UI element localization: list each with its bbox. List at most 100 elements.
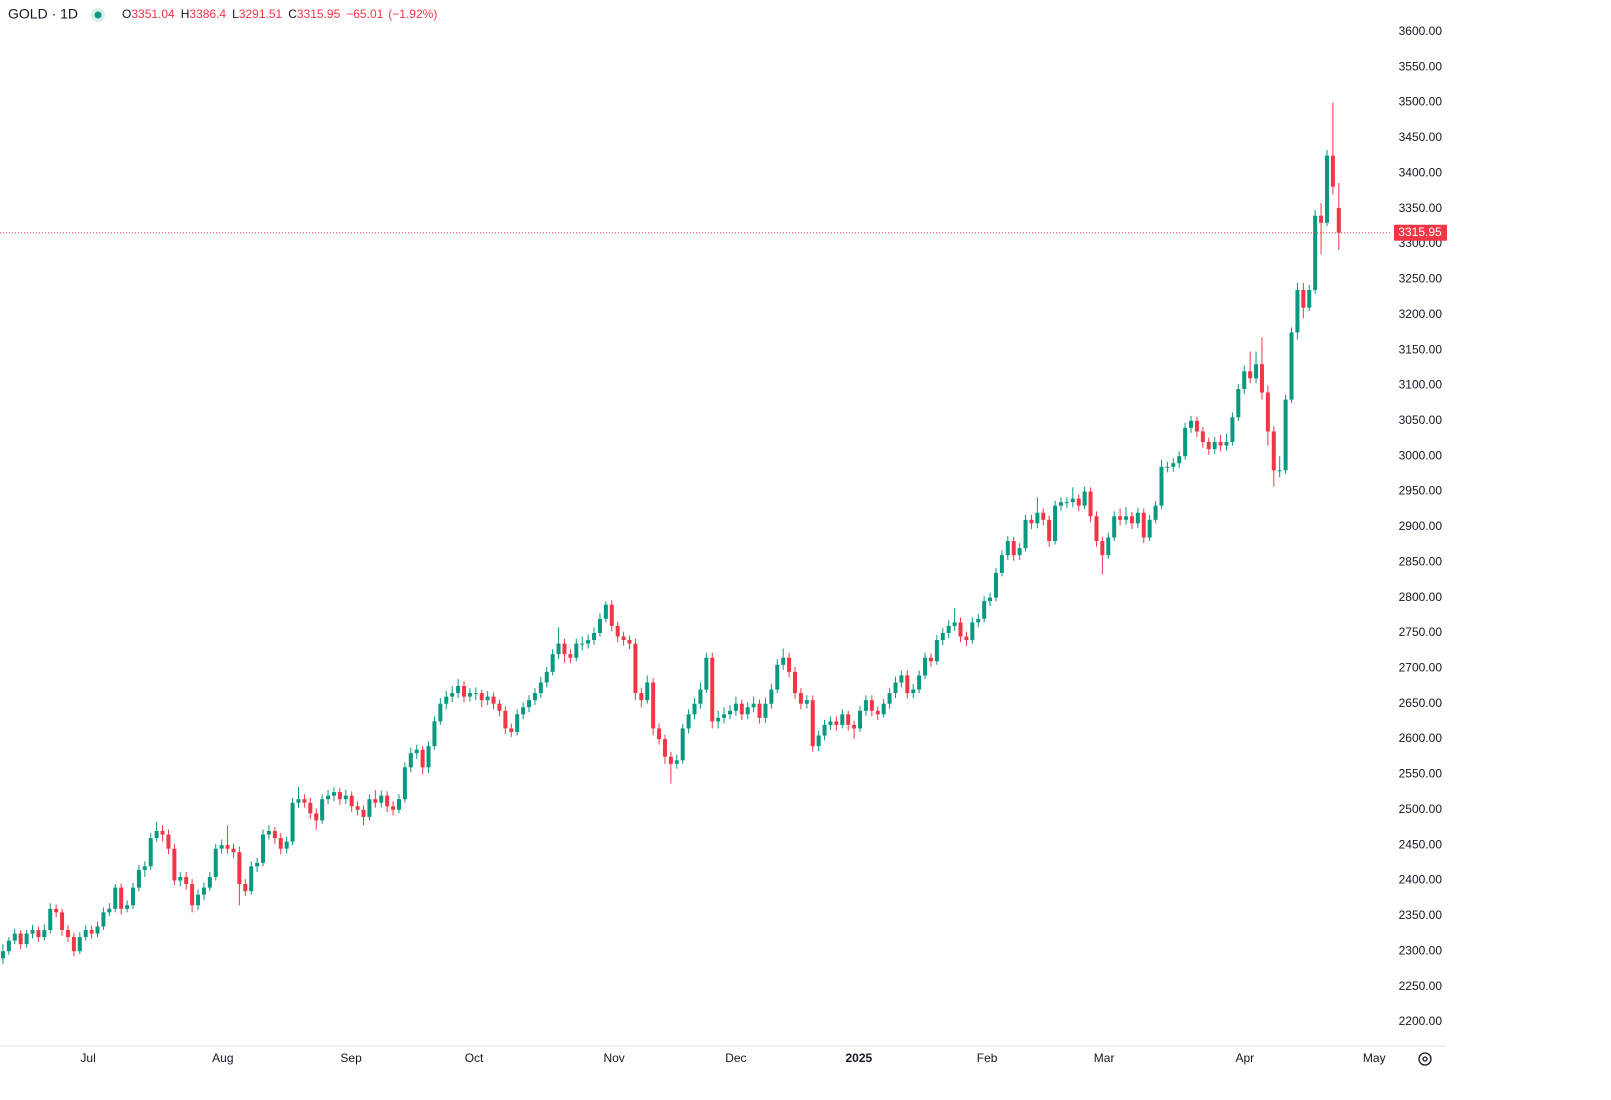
settings-icon[interactable]	[1418, 1052, 1432, 1066]
candle-body	[1242, 371, 1247, 389]
candle-body	[190, 884, 195, 906]
x-tick-label: Apr	[1235, 1051, 1254, 1065]
x-tick-label: Dec	[725, 1051, 746, 1065]
candle-body	[692, 703, 697, 715]
candle-body	[349, 795, 354, 807]
candle-body	[255, 862, 260, 867]
y-tick-label: 3100.00	[1399, 378, 1443, 392]
candle-body	[1319, 215, 1324, 223]
candle-body	[928, 657, 933, 662]
candle-body	[261, 834, 266, 863]
candle-body	[1147, 519, 1152, 538]
candle-body	[1153, 505, 1158, 520]
candle-body	[1070, 498, 1075, 503]
candle-body	[657, 728, 662, 740]
candle-body	[544, 671, 549, 683]
candle-body	[119, 887, 124, 909]
candle-body	[1277, 470, 1282, 472]
chart-title: GOLD · 1D	[8, 6, 78, 22]
y-tick-label: 2300.00	[1399, 943, 1443, 957]
candle-body	[1100, 541, 1105, 556]
candle-body	[1283, 399, 1288, 471]
candle-body	[722, 714, 727, 718]
candle-body	[621, 636, 626, 641]
y-tick-label: 3000.00	[1399, 448, 1443, 462]
candle-body	[798, 693, 803, 704]
candle-body	[787, 657, 792, 672]
candle-body	[1218, 442, 1223, 446]
candle-body	[402, 767, 407, 800]
candle-body	[946, 625, 951, 633]
candle-body	[213, 848, 218, 877]
settings-hub[interactable]	[1422, 1056, 1428, 1062]
candle-body	[958, 622, 963, 637]
candle-body	[651, 682, 656, 729]
y-tick-label: 2450.00	[1399, 837, 1443, 851]
candle-body	[237, 852, 242, 885]
candle-body	[1265, 392, 1270, 432]
candle-body	[550, 654, 555, 672]
header-value: 3386.4	[189, 7, 226, 21]
candle-body	[562, 643, 567, 655]
last-price-label: 3315.95	[1398, 225, 1442, 239]
candle-body	[1307, 289, 1312, 308]
y-tick-label: 2900.00	[1399, 519, 1443, 533]
candle-body	[18, 933, 23, 945]
candle-body	[136, 869, 141, 888]
x-tick-label: Jul	[80, 1051, 95, 1065]
candle-body	[355, 806, 360, 810]
candle-body	[863, 700, 868, 711]
y-tick-label: 2550.00	[1399, 767, 1443, 781]
candle-body	[1254, 364, 1259, 379]
x-tick-label: Oct	[465, 1051, 484, 1065]
header-value: (−1.92%)	[388, 7, 437, 21]
candle-body	[923, 657, 928, 676]
candle-body	[993, 572, 998, 598]
header-value: C	[288, 7, 297, 21]
y-tick-label: 3350.00	[1399, 201, 1443, 215]
candle-body	[1171, 463, 1176, 467]
candle-body	[521, 707, 526, 715]
candle-body	[964, 636, 969, 641]
header-value: L	[232, 7, 239, 21]
candle-body	[633, 643, 638, 694]
candle-body	[71, 937, 76, 952]
candle-body	[793, 671, 798, 694]
candle-body	[905, 675, 910, 694]
candle-body	[361, 809, 366, 817]
candle-body	[196, 894, 201, 906]
candle-body	[662, 739, 667, 757]
candle-body	[42, 930, 47, 938]
candle-body	[982, 601, 987, 619]
candle-body	[326, 795, 331, 800]
candle-body	[1200, 431, 1205, 443]
candle-body	[473, 693, 478, 695]
y-tick-label: 3400.00	[1399, 165, 1443, 179]
candle-body	[733, 703, 738, 711]
candle-body	[272, 831, 277, 839]
y-tick-label: 2750.00	[1399, 625, 1443, 639]
y-tick-label: 3500.00	[1399, 95, 1443, 109]
candle-body	[615, 625, 620, 637]
y-tick-label: 2400.00	[1399, 873, 1443, 887]
settings-gear[interactable]	[1418, 1052, 1432, 1066]
candle-body	[1194, 420, 1199, 432]
candle-body	[1029, 519, 1034, 524]
candle-body	[6, 940, 11, 952]
y-tick-label: 2600.00	[1399, 731, 1443, 745]
candle-body	[462, 686, 466, 697]
candle-body	[142, 866, 147, 870]
candle-body	[1141, 512, 1146, 538]
candle-body	[101, 912, 106, 927]
x-tick-label: 2025	[845, 1051, 872, 1065]
candle-body	[225, 845, 230, 849]
candle-body	[54, 908, 59, 913]
candle-body	[1047, 519, 1052, 542]
candle-body	[1165, 466, 1170, 468]
candle-body	[1041, 512, 1046, 520]
candle-body	[556, 643, 561, 655]
header-value: 3291.51	[239, 7, 283, 21]
candle-body	[568, 654, 573, 658]
candle-body	[113, 887, 118, 909]
candle-body	[988, 597, 993, 602]
